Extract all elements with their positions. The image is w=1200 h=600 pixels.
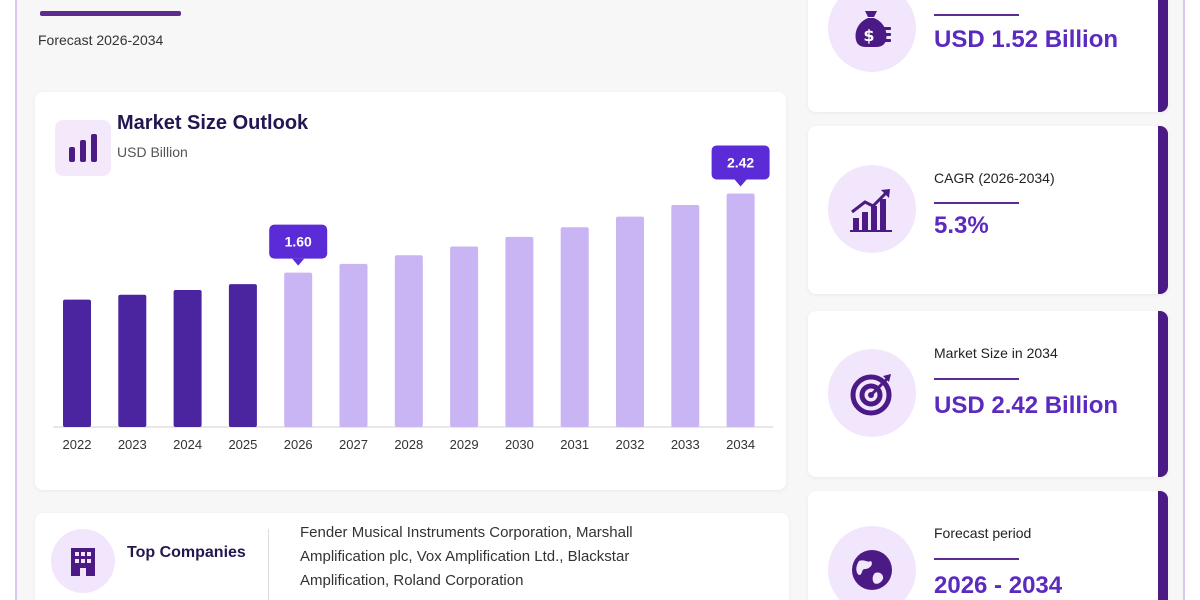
top-companies-card: Top Companies Fender Musical Instruments… <box>35 513 789 600</box>
stat-divider <box>934 558 1019 560</box>
chart-title: Market Size Outlook <box>117 112 309 134</box>
bar-2029 <box>450 246 479 427</box>
callout-pointer <box>292 258 305 266</box>
bar-2027 <box>339 263 368 427</box>
svg-text:$: $ <box>863 26 874 45</box>
x-tick-label: 2024 <box>173 437 202 452</box>
stat-label: Market Size in 2034 <box>934 345 1058 361</box>
building-icon <box>51 529 115 593</box>
stat-card-market-size-2025: $ USD 1.52 Billion <box>808 0 1168 112</box>
x-tick-label: 2029 <box>450 437 479 452</box>
x-tick-label: 2025 <box>228 437 257 452</box>
bar-2022 <box>63 299 91 427</box>
bar-2024 <box>173 289 202 427</box>
chart-unit: USD Billion <box>117 144 188 160</box>
growth-chart-icon <box>828 165 916 253</box>
bar-2023 <box>118 294 147 427</box>
divider <box>268 529 269 600</box>
data-label: 1.60 <box>285 234 312 250</box>
bar-2030 <box>505 236 534 427</box>
stat-value: 2026 - 2034 <box>934 572 1063 599</box>
stat-card-forecast-period: Forecast period 2026 - 2034 <box>808 491 1168 600</box>
stat-value: USD 2.42 Billion <box>934 392 1119 419</box>
stat-divider <box>934 14 1019 16</box>
callout-badge <box>269 224 328 259</box>
x-tick-label: 2027 <box>339 437 368 452</box>
top-companies-list: Fender Musical Instruments Corporation, … <box>300 524 633 589</box>
bar-2028 <box>394 255 423 427</box>
stat-label: CAGR (2026-2034) <box>934 170 1055 186</box>
x-tick-label: 2030 <box>505 437 534 452</box>
target-icon <box>828 349 916 437</box>
stat-card-cagr: CAGR (2026-2034) 5.3% <box>808 126 1168 294</box>
stat-label: Forecast period <box>934 525 1032 541</box>
x-tick-label: 2028 <box>394 437 423 452</box>
bar-2034 <box>726 193 755 427</box>
data-label: 2.42 <box>727 154 754 170</box>
globe-icon <box>828 526 916 600</box>
bar-2031 <box>560 227 589 427</box>
bar-2025 <box>228 284 257 427</box>
x-tick-label: 2026 <box>284 437 313 452</box>
bar-2032 <box>616 216 644 427</box>
x-tick-label: 2023 <box>118 437 147 452</box>
stat-divider <box>934 378 1019 380</box>
x-tick-label: 2034 <box>726 437 755 452</box>
bar-2033 <box>671 205 700 427</box>
x-tick-label: 2032 <box>616 437 645 452</box>
stat-value: 5.3% <box>934 212 989 239</box>
callout-badge <box>711 145 770 180</box>
x-tick-label: 2031 <box>560 437 589 452</box>
bar-chart: 2022 2023 2024 2025 2026 2027 2028 2029 2030 2031… <box>53 145 773 452</box>
x-tick-label: 2033 <box>671 437 700 452</box>
forecast-subtitle: Forecast 2026-2034 <box>38 32 164 48</box>
stat-value: USD 1.52 Billion <box>934 26 1119 53</box>
stat-divider <box>934 202 1019 204</box>
top-companies-label: Top Companies <box>127 544 246 561</box>
header-accent-bar <box>40 11 181 16</box>
bar-2026 <box>284 272 313 427</box>
stat-card-market-size-2034: Market Size in 2034 USD 2.42 Billion <box>808 311 1168 477</box>
market-size-chart-card: Market Size Outlook USD Billion 2022 2023… <box>35 92 786 490</box>
money-bag-icon: $ <box>828 0 916 72</box>
callout-pointer <box>734 179 747 187</box>
x-tick-label: 2022 <box>63 437 92 452</box>
bar-chart-icon <box>55 120 111 176</box>
